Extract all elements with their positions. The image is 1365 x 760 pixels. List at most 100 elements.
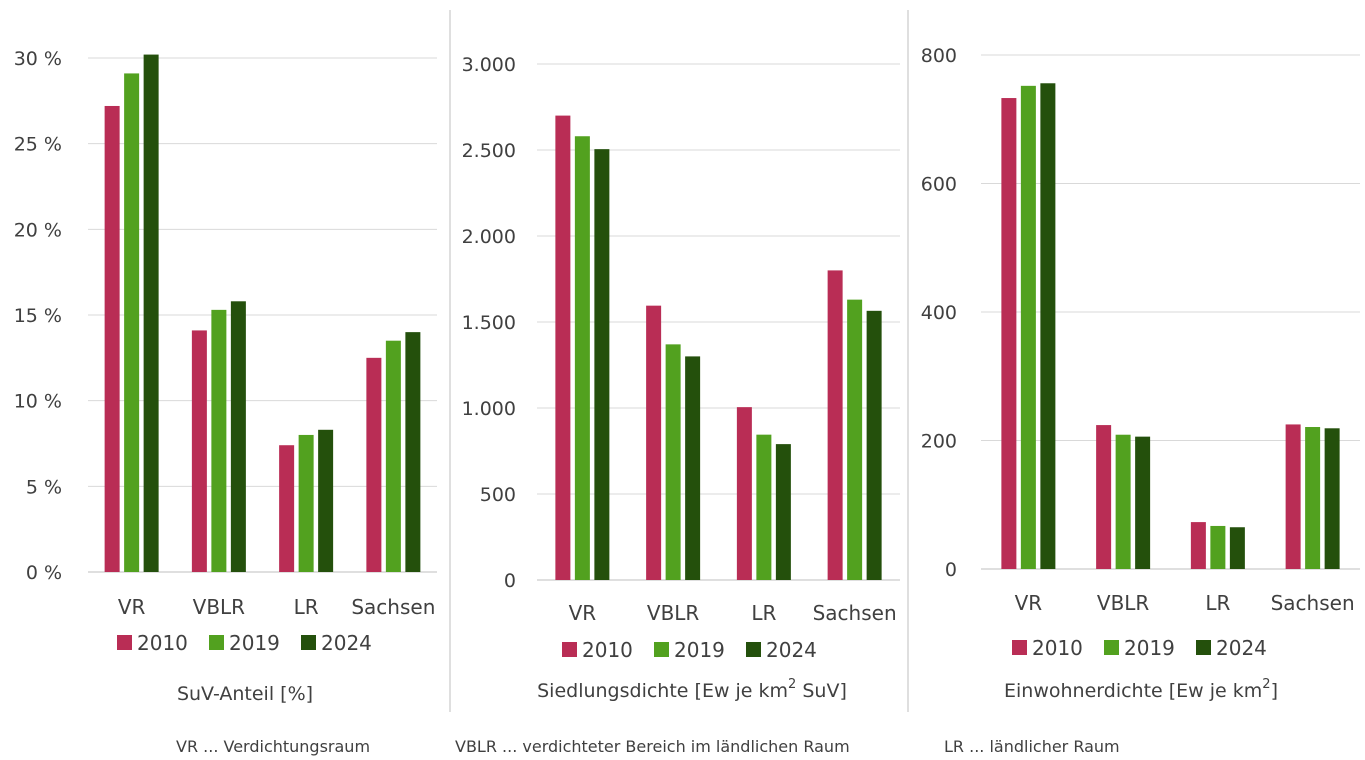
legend-label: 2010 [1032,636,1083,660]
legend-swatch-2010 [1012,640,1027,655]
bar-lr-2010 [1190,522,1206,569]
bar-sachsen-2024 [1324,428,1340,569]
legend-swatch-2024 [301,635,316,650]
bar-sachsen-2010 [1285,424,1301,569]
bar-vblr-2010 [1096,425,1112,569]
chart-panel-suv-anteil: 0 % 5 % 10 % 15 % 20 % 25 % 30 % VR VBLR LR Sachse… [14,48,437,655]
y-tick-label: 200 [921,431,957,453]
legend-swatch-2019 [654,642,669,657]
bar-vr-2010 [1001,98,1017,570]
bar-lr-2019 [756,434,772,580]
bar-sachsen-2024 [405,332,421,572]
y-tick-label: 5 % [26,476,62,498]
x-category-label: Sachsen [1271,591,1355,615]
bar-vblr-2024 [230,301,246,572]
y-tick-label: 1.000 [462,398,516,420]
bar-lr-2019 [1210,525,1226,569]
chart-title-end: SuV] [796,680,847,702]
x-category-label: VBLR [1097,591,1150,615]
bar-lr-2019 [298,434,314,572]
y-tick-label: 30 % [14,48,62,70]
footnote-lr: LR ... ländlicher Raum [944,737,1120,756]
bar-lr-2024 [1229,527,1245,569]
y-tick-label: 0 [504,570,516,592]
bar-sachsen-2019 [847,299,863,580]
chart-title-sup: 2 [1262,677,1270,692]
bar-vr-2024 [143,54,159,572]
y-tick-label: 25 % [14,134,62,156]
chart-title: SuV-Anteil [%] [177,683,313,705]
y-tick-label: 400 [921,302,957,324]
x-category-label: LR [751,601,776,625]
chart-title: Siedlungsdichte [Ew je km2 SuV] [537,677,847,702]
y-tick-label: 1.500 [462,312,516,334]
y-tick-label: 0 [945,559,957,581]
legend-swatch-2019 [209,635,224,650]
bar-vblr-2019 [211,309,227,572]
chart-title-sup: 2 [788,677,796,692]
chart-title-main: Einwohnerdichte [Ew je km [1004,680,1262,702]
bar-vblr-2024 [1135,436,1151,569]
y-tick-label: 15 % [14,305,62,327]
bar-vr-2010 [555,115,571,580]
bar-lr-2024 [318,429,334,572]
bar-vr-2019 [574,136,590,581]
chart-title-main: Siedlungsdichte [Ew je km [537,680,788,702]
footnote-vblr: VBLR ... verdichteter Bereich im ländlic… [455,737,850,756]
y-tick-label: 10 % [14,391,62,413]
x-category-label: VR [569,601,597,625]
x-category-label: Sachsen [813,601,897,625]
bar-sachsen-2010 [366,357,382,572]
chart-panel-einwohnerdichte: 0 200 400 600 800 VR VBLR LR Sachsen 2010 2019 2024 [921,45,1360,660]
y-tick-label: 3.000 [462,54,516,76]
bar-vblr-2019 [1115,434,1131,569]
legend-swatch-2010 [562,642,577,657]
bar-vblr-2010 [646,305,662,580]
bar-sachsen-2024 [866,310,882,580]
chart-title-end: ] [1271,680,1278,702]
legend-swatch-2024 [1196,640,1211,655]
bar-vblr-2019 [665,344,681,580]
y-tick-label: 2.500 [462,140,516,162]
bar-lr-2024 [775,444,791,580]
x-category-label: Sachsen [351,595,435,619]
legend-label: 2010 [582,638,633,662]
y-tick-label: 500 [480,484,516,506]
bar-sachsen-2010 [827,270,843,580]
bar-sachsen-2019 [385,340,401,572]
legend-swatch-2024 [746,642,761,657]
legend-label: 2024 [766,638,817,662]
y-tick-label: 600 [921,174,957,196]
y-tick-label: 0 % [26,562,62,584]
legend-swatch-2010 [117,635,132,650]
legend-label: 2010 [137,631,188,655]
bar-lr-2010 [736,407,752,580]
legend-label: 2019 [1124,636,1175,660]
footnote-vr: VR ... Verdichtungsraum [176,737,370,756]
chart-panel-siedlungsdichte: 0 500 1.000 1.500 2.000 2.500 3.000 VR VBLR LR Sac… [462,54,900,662]
bar-vr-2019 [1020,85,1036,569]
bar-vblr-2010 [191,330,207,572]
x-category-label: LR [294,595,319,619]
y-tick-label: 20 % [14,219,62,241]
y-tick-label: 2.000 [462,226,516,248]
bar-vr-2024 [1040,83,1056,570]
y-tick-label: 800 [921,45,957,67]
bar-vr-2019 [124,73,140,573]
legend-label: 2019 [229,631,280,655]
legend-label: 2019 [674,638,725,662]
bar-vr-2010 [104,105,120,573]
bar-lr-2010 [279,445,295,572]
legend-swatch-2019 [1104,640,1119,655]
legend-label: 2024 [1216,636,1267,660]
x-category-label: VBLR [193,595,246,619]
bar-vr-2024 [594,149,610,580]
x-category-label: LR [1205,591,1230,615]
x-category-label: VR [118,595,146,619]
chart-title: Einwohnerdichte [Ew je km2] [1004,677,1278,702]
legend-label: 2024 [321,631,372,655]
x-category-label: VBLR [647,601,700,625]
x-category-label: VR [1015,591,1043,615]
bar-sachsen-2019 [1305,427,1321,569]
